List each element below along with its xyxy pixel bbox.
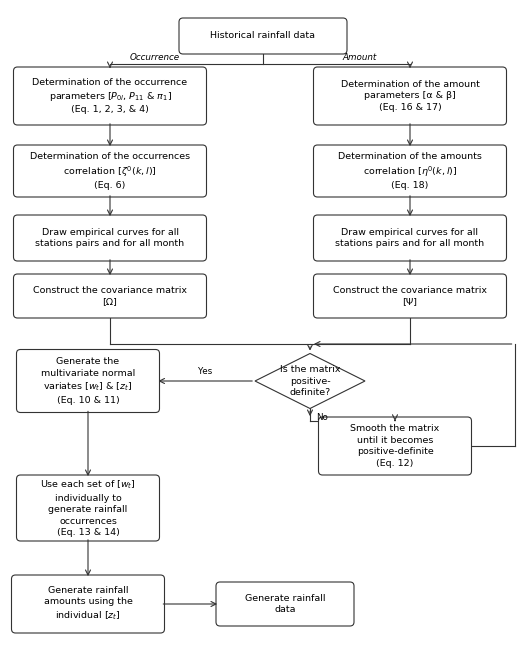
FancyBboxPatch shape — [14, 274, 207, 318]
FancyBboxPatch shape — [314, 67, 506, 125]
Text: Determination of the occurrence
parameters [$P_{0l}$, $P_{11}$ & $π_1$]
(Eq. 1, : Determination of the occurrence paramete… — [33, 78, 188, 115]
Text: Occurrence: Occurrence — [130, 53, 180, 62]
Text: Use each set of [$w_t$]
individually to
generate rainfall
occurrences
(Eq. 13 & : Use each set of [$w_t$] individually to … — [40, 479, 136, 537]
Text: Draw empirical curves for all
stations pairs and for all month: Draw empirical curves for all stations p… — [35, 228, 184, 248]
Text: Draw empirical curves for all
stations pairs and for all month: Draw empirical curves for all stations p… — [336, 228, 484, 248]
Text: Historical rainfall data: Historical rainfall data — [210, 31, 316, 41]
FancyBboxPatch shape — [14, 145, 207, 197]
Text: Construct the covariance matrix
[Ψ]: Construct the covariance matrix [Ψ] — [333, 286, 487, 306]
Text: Determination of the occurrences
correlation [$ζ^0(k,l)$]
(Eq. 6): Determination of the occurrences correla… — [30, 152, 190, 190]
Text: Smooth the matrix
until it becomes
positive-definite
(Eq. 12): Smooth the matrix until it becomes posit… — [350, 424, 440, 468]
FancyBboxPatch shape — [14, 215, 207, 261]
FancyBboxPatch shape — [314, 274, 506, 318]
Text: Construct the covariance matrix
[Ω]: Construct the covariance matrix [Ω] — [33, 286, 187, 306]
Text: Generate rainfall
amounts using the
individual [$z_t$]: Generate rainfall amounts using the indi… — [44, 586, 132, 622]
Text: Generate the
multivariate normal
variates [$w_t$] & [$z_t$]
(Eq. 10 & 11): Generate the multivariate normal variate… — [41, 357, 135, 405]
Text: Amount: Amount — [343, 53, 377, 62]
FancyBboxPatch shape — [216, 582, 354, 626]
FancyBboxPatch shape — [14, 67, 207, 125]
Text: No: No — [316, 414, 328, 422]
FancyBboxPatch shape — [318, 417, 472, 475]
FancyBboxPatch shape — [12, 575, 164, 633]
Text: Is the matrix
positive-
definite?: Is the matrix positive- definite? — [280, 365, 340, 397]
FancyBboxPatch shape — [16, 350, 160, 412]
FancyBboxPatch shape — [314, 215, 506, 261]
Text: Generate rainfall
data: Generate rainfall data — [245, 594, 325, 614]
FancyBboxPatch shape — [314, 145, 506, 197]
FancyBboxPatch shape — [16, 475, 160, 541]
Text: Yes: Yes — [198, 367, 212, 376]
Text: Determination of the amounts
correlation [$η^0(k,l)$]
(Eq. 18): Determination of the amounts correlation… — [338, 152, 482, 190]
FancyBboxPatch shape — [179, 18, 347, 54]
Polygon shape — [255, 354, 365, 408]
Text: Determination of the amount
parameters [α & β]
(Eq. 16 & 17): Determination of the amount parameters [… — [340, 80, 480, 112]
